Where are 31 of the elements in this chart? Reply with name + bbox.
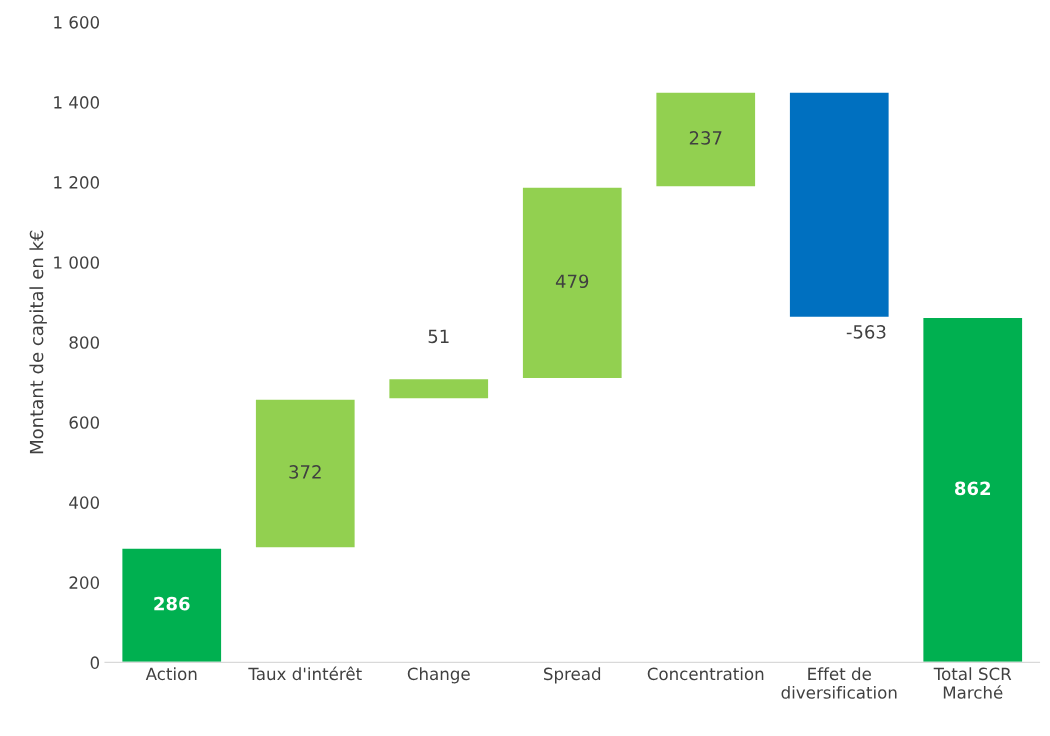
- data-label: -563: [846, 325, 886, 339]
- data-label: 237: [689, 131, 722, 145]
- bar: [254, 398, 357, 549]
- data-label: 862: [955, 481, 991, 496]
- y-tick-label: 1 200: [54, 176, 100, 189]
- bar: [521, 186, 624, 380]
- x-tick-label: Change: [407, 667, 470, 684]
- y-axis-title: Montant de capital en k€: [29, 230, 47, 454]
- y-tick-label: 1 600: [54, 16, 100, 29]
- y-tick-label: 1 000: [54, 256, 100, 269]
- data-label: 372: [289, 465, 321, 479]
- bar: [654, 91, 757, 188]
- y-tick-label: 800: [69, 336, 100, 349]
- data-label: 51: [428, 329, 449, 344]
- bar: [788, 91, 891, 319]
- y-tick-label: 400: [69, 496, 100, 509]
- x-tick-label: Total SCR Marché: [933, 667, 1012, 699]
- y-tick-label: 0: [90, 656, 100, 669]
- bar: [120, 547, 223, 663]
- data-label: 479: [555, 274, 589, 289]
- bar: [387, 377, 490, 400]
- bar: [921, 316, 1024, 663]
- y-tick-label: 200: [69, 576, 100, 589]
- x-tick-label: Spread: [544, 667, 601, 684]
- y-tick-label: 600: [69, 416, 100, 429]
- x-tick-label: Action: [145, 667, 197, 681]
- data-label: 286: [154, 596, 190, 611]
- x-tick-label: Concentration: [647, 667, 764, 681]
- y-tick-label: 1 400: [54, 96, 100, 109]
- x-tick-label: Taux d'intérêt: [248, 666, 362, 681]
- x-tick-label: Effet de diversification: [781, 667, 897, 699]
